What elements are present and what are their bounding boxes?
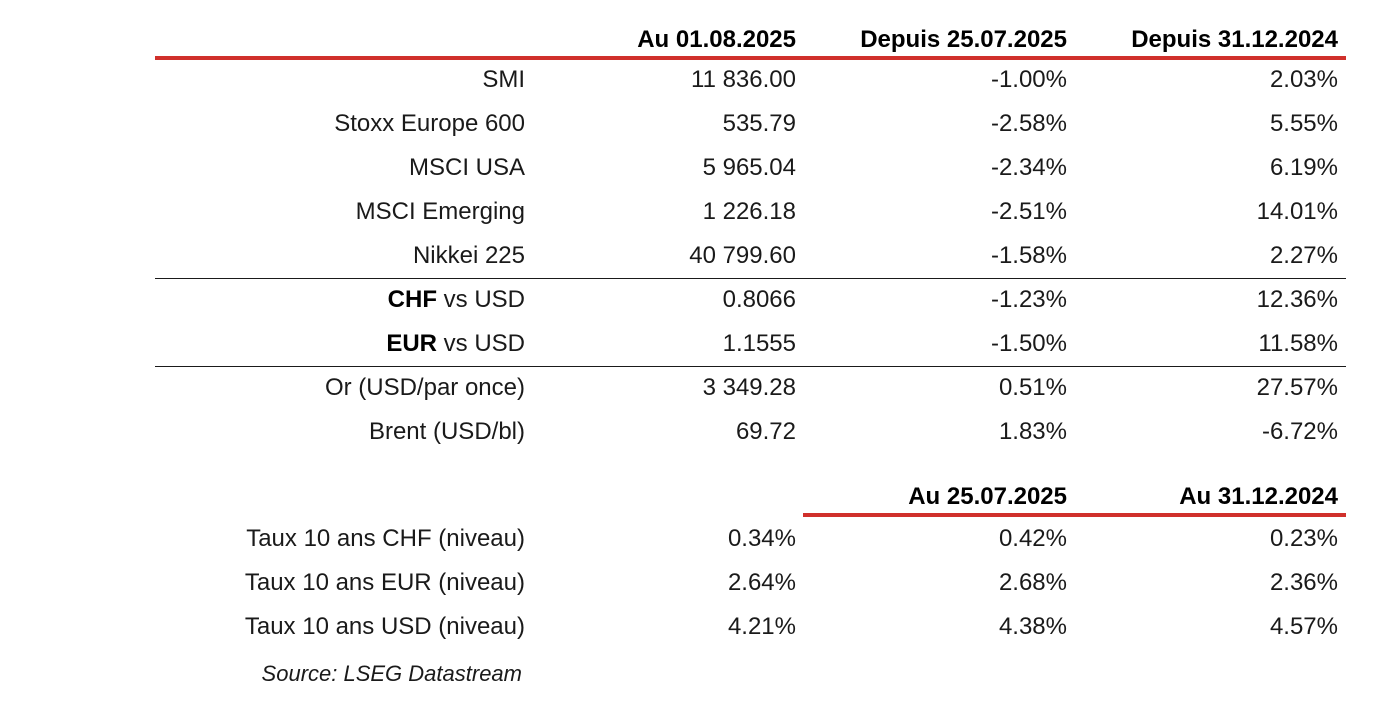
row-change-week: -1.23% [990,286,1067,313]
row-label: Taux 10 ans CHF (niveau) [246,525,525,552]
row-value: 11 836.00 [691,66,796,93]
currency-code: EUR [386,330,437,357]
row-value: 4.21% [727,613,796,640]
row-change-week: -2.51% [990,198,1067,225]
header-at-year: Au 31.12.2024 [1179,483,1338,510]
row-change-year: 6.19% [1269,154,1338,181]
row-label: MSCI Emerging [355,198,525,225]
row-level-week: 4.38% [998,613,1067,640]
row-change-year: 12.36% [1256,286,1338,313]
header-since-year: Depuis 31.12.2024 [1131,26,1338,53]
row-value: 40 799.60 [689,242,796,269]
row-label: MSCI USA [408,154,525,181]
row-level-week: 2.68% [998,569,1067,596]
row-label: CHF vs USD [388,286,525,314]
row-change-week: -2.34% [990,154,1067,181]
row-value: 535.79 [722,110,796,137]
row-change-year: 11.58% [1258,330,1338,357]
row-change-week: -1.58% [990,242,1067,269]
row-label: Taux 10 ans USD (niveau) [244,613,525,640]
row-change-year: 5.55% [1269,110,1338,137]
header-since-week: Depuis 25.07.2025 [860,26,1067,53]
row-level-year: 0.23% [1269,525,1338,552]
row-level-year: 4.57% [1269,613,1338,640]
source-note: Source: LSEG Datastream [261,661,522,686]
row-change-week: 0.51% [998,374,1067,401]
row-change-year: 14.01% [1256,198,1338,225]
row-change-year: 2.27% [1269,242,1338,269]
currency-pair-suffix: vs USD [436,330,525,357]
row-value: 69.72 [735,418,796,445]
row-change-week: -1.50% [990,330,1067,357]
header-date-current: Au 01.08.2025 [637,26,796,53]
row-change-year: 2.03% [1269,66,1338,93]
row-label: Nikkei 225 [412,242,525,269]
row-value: 1 226.18 [702,198,796,225]
row-change-year: -6.72% [1261,418,1338,445]
row-change-week: 1.83% [998,418,1067,445]
row-value: 0.8066 [722,286,796,313]
row-value: 0.34% [727,525,796,552]
row-value: 5 965.04 [702,154,796,181]
header-red-rule [803,513,1346,517]
row-label: Or (USD/par once) [324,374,525,401]
currency-pair-suffix: vs USD [436,286,525,313]
row-label: SMI [482,66,525,93]
row-level-week: 0.42% [998,525,1067,552]
row-value: 2.64% [727,569,796,596]
row-label: Brent (USD/bl) [368,418,525,445]
header-at-week: Au 25.07.2025 [908,483,1067,510]
header-red-rule [155,56,1346,60]
row-value: 1.1555 [722,330,796,357]
row-value: 3 349.28 [702,374,796,401]
row-label: Taux 10 ans EUR (niveau) [244,569,525,596]
row-label: EUR vs USD [386,330,525,358]
section-divider [155,366,1346,367]
row-level-year: 2.36% [1269,569,1338,596]
row-label: Stoxx Europe 600 [334,110,525,137]
row-change-week: -2.58% [990,110,1067,137]
currency-code: CHF [387,286,437,313]
row-change-week: -1.00% [990,66,1067,93]
row-change-year: 27.57% [1256,374,1338,401]
section-divider [155,278,1346,279]
